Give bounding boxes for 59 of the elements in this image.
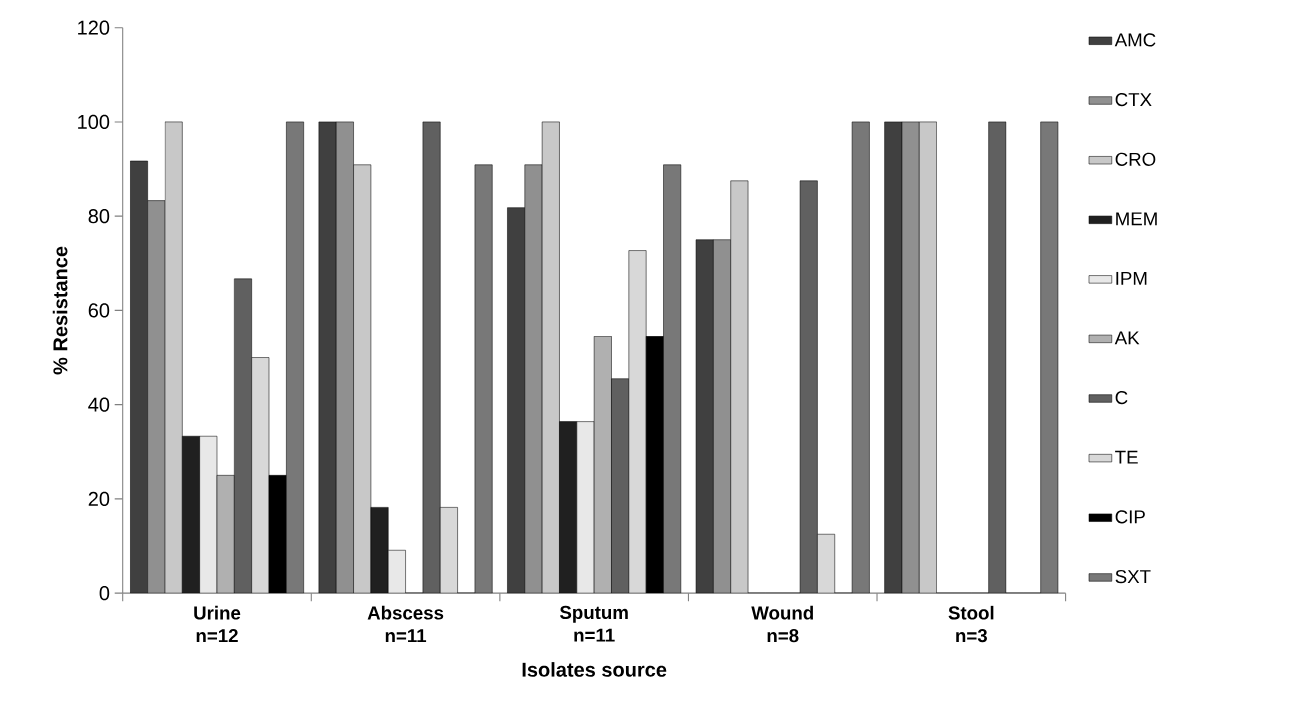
- y-tick-label: 120: [78, 20, 110, 35]
- bar: [884, 121, 903, 594]
- x-tick-label: Stool n=3: [948, 605, 994, 643]
- legend-label: IPM: [1116, 271, 1147, 285]
- bar: [919, 121, 937, 594]
- legend-label: TE: [1115, 450, 1138, 464]
- bar: [576, 421, 595, 594]
- bar: [130, 160, 148, 594]
- bar: [439, 507, 458, 594]
- bar: [147, 200, 166, 594]
- bar: [199, 435, 218, 594]
- x-tick-label: Abscess n=11: [367, 605, 444, 642]
- legend-label: CIP: [1115, 510, 1145, 524]
- x-tick-label: Urine n=12: [194, 605, 241, 642]
- bar: [901, 121, 920, 594]
- legend-label: MEM: [1116, 212, 1157, 226]
- bar: [593, 335, 612, 594]
- bar: [182, 435, 200, 594]
- bar: [628, 250, 647, 594]
- legend-label: CRO: [1115, 152, 1156, 166]
- y-axis-title: % Resistance: [52, 246, 68, 375]
- bar: [541, 121, 560, 594]
- bar: [286, 121, 304, 594]
- bar: [524, 164, 543, 594]
- bar: [216, 474, 235, 594]
- y-tick-label: 0: [99, 585, 110, 601]
- y-tick-label: 20: [88, 491, 110, 506]
- x-axis-title: Isolates source: [522, 662, 667, 677]
- bar: [713, 239, 731, 594]
- bar: [370, 507, 389, 594]
- x-tick-label: Sputum n=11: [559, 605, 628, 642]
- bar: [335, 121, 354, 594]
- legend-label: AK: [1114, 331, 1140, 345]
- y-tick-label: 100: [78, 114, 110, 129]
- bar: [611, 378, 630, 594]
- bar: [474, 164, 493, 594]
- bar: [663, 164, 682, 594]
- bar: [988, 121, 1007, 594]
- bar: [234, 278, 252, 594]
- bar: [353, 164, 372, 594]
- bar: [251, 357, 270, 594]
- y-tick-label: 80: [88, 209, 110, 224]
- y-tick-label: 40: [88, 397, 110, 412]
- legend-label: AMC: [1114, 33, 1156, 47]
- x-tick-label: Wound n=8: [751, 605, 813, 643]
- bar: [559, 421, 578, 594]
- bar: [318, 121, 337, 594]
- bar: [422, 121, 441, 594]
- legend-label: CTX: [1115, 92, 1152, 107]
- bar: [730, 180, 749, 594]
- bar: [695, 239, 714, 594]
- bar: [164, 121, 183, 594]
- y-tick-label: 60: [88, 303, 110, 318]
- legend-label: SXT: [1115, 569, 1151, 584]
- bar: [799, 180, 818, 594]
- bar: [507, 207, 526, 594]
- bar: [851, 121, 870, 594]
- bar: [1040, 121, 1059, 594]
- legend-label: C: [1115, 390, 1128, 405]
